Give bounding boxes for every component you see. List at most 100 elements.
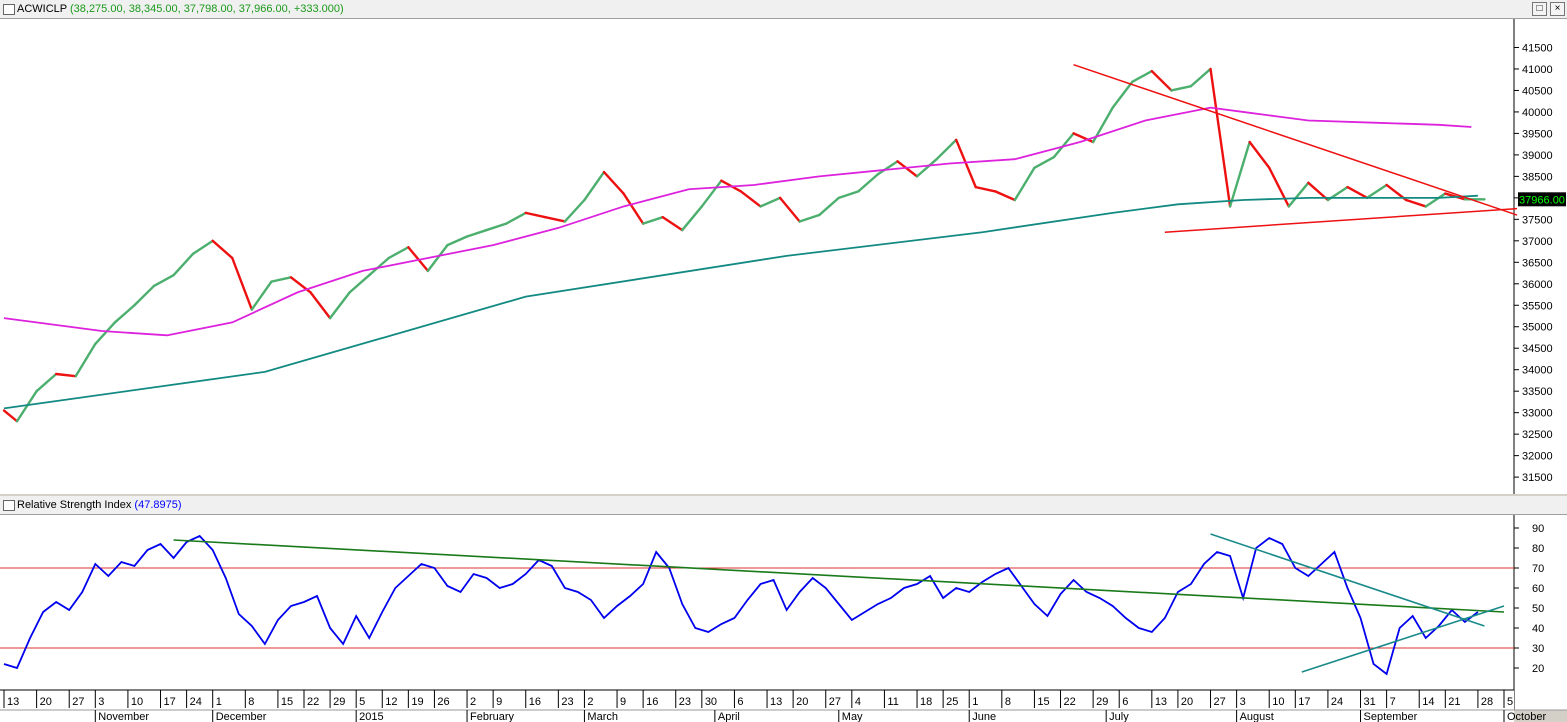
- rsi-y-tick-label: 90: [1532, 523, 1544, 535]
- x-month-label: July: [1109, 711, 1129, 722]
- trendline-down-line: [1073, 63, 1518, 216]
- x-month-label: October: [1507, 711, 1546, 722]
- price-segment-down: [524, 211, 547, 219]
- x-day-label: 6: [1122, 696, 1128, 708]
- x-day-label: 24: [1331, 696, 1343, 708]
- price-segment-up: [270, 276, 293, 283]
- x-day-label: 13: [7, 696, 19, 708]
- last-price-tag: [1518, 192, 1566, 207]
- rsi-pane-value: (47.8975): [134, 499, 182, 511]
- close-button[interactable]: ×: [1550, 2, 1565, 16]
- x-day-label: 23: [561, 696, 573, 708]
- price-segment-up: [485, 222, 508, 232]
- price-segment-up: [426, 243, 449, 273]
- x-day-label: 13: [1155, 696, 1167, 708]
- price-segment-down: [778, 196, 801, 223]
- price-segment-up: [563, 198, 586, 223]
- price-segment-down: [1072, 132, 1095, 144]
- price-segment-down: [231, 256, 254, 311]
- price-series-layer: [2, 63, 1518, 423]
- x-day-label: 10: [1272, 696, 1284, 708]
- price-y-tick-label: 39000: [1522, 150, 1553, 162]
- rsi-line: [3, 534, 1479, 676]
- price-segment-up: [74, 342, 97, 378]
- maximize-button[interactable]: □: [1532, 2, 1547, 16]
- price-y-tick-label: 34500: [1522, 343, 1553, 355]
- x-axis-ticks: 13 20 27 3 10 17 24 1 8 15 22 29 5 12 19 26 2 9 16 23 2 9 16 23…: [3, 690, 1546, 722]
- price-segment-up: [583, 170, 606, 202]
- x-month-label: May: [842, 711, 863, 722]
- x-day-label: 18: [920, 696, 932, 708]
- price-pane-values: (38,275.00, 38,345.00, 37,798.00, 37,966…: [69, 3, 344, 15]
- x-month-label: April: [718, 711, 740, 722]
- price-segment-down: [739, 190, 762, 208]
- price-plot-area: [0, 19, 1514, 494]
- price-y-tick-label: 37500: [1522, 214, 1553, 226]
- price-segment-down: [1346, 185, 1369, 200]
- x-day-label: 30: [705, 696, 717, 708]
- price-y-tick-label: 38500: [1522, 171, 1553, 183]
- price-segment-up: [1131, 69, 1154, 84]
- x-month-label: June: [972, 711, 996, 722]
- x-axis-area: [0, 690, 1514, 722]
- x-day-label: 23: [679, 696, 691, 708]
- x-day-label: 25: [946, 696, 958, 708]
- x-day-label: 20: [40, 696, 52, 708]
- x-day-label: 9: [620, 696, 626, 708]
- price-segment-up: [641, 215, 664, 225]
- price-segment-up: [94, 321, 117, 346]
- rsi-y-tick-label: 50: [1532, 603, 1544, 615]
- chart-window-icon: [3, 4, 15, 15]
- price-y-tick-label: 40500: [1522, 85, 1553, 97]
- x-day-label: 19: [411, 696, 423, 708]
- x-day-label: 12: [385, 696, 397, 708]
- x-day-label: 20: [1181, 696, 1193, 708]
- price-segment-up: [250, 280, 273, 311]
- rsi-pane-titlebar[interactable]: Relative Strength Index (47.8975): [0, 496, 1567, 515]
- rsi-y-tick-label: 30: [1532, 643, 1544, 655]
- price-segment-up: [172, 252, 195, 277]
- x-day-label: 17: [164, 696, 176, 708]
- price-y-tick-label: 37000: [1522, 236, 1553, 248]
- x-day-label: 22: [307, 696, 319, 708]
- price-segment-down: [54, 372, 77, 378]
- price-segment-up: [133, 284, 156, 307]
- price-segment-up: [1111, 80, 1134, 109]
- price-segment-down: [309, 291, 332, 320]
- x-day-label: 28: [1481, 696, 1493, 708]
- x-day-label: 16: [529, 696, 541, 708]
- price-segment-up: [113, 304, 136, 324]
- x-month-label: November: [98, 711, 149, 722]
- price-segment-up: [798, 213, 821, 223]
- rsi-series-layer: [0, 533, 1514, 676]
- price-y-tick-label: 33000: [1522, 408, 1553, 420]
- price-segment-up: [1052, 132, 1075, 159]
- x-month-label: August: [1240, 711, 1274, 722]
- price-pane-titlebar[interactable]: ACWICLP (38,275.00, 38,345.00, 37,798.00…: [0, 0, 1567, 19]
- price-segment-up: [700, 179, 723, 208]
- price-y-tick-label: 33500: [1522, 386, 1553, 398]
- x-day-label: 29: [333, 696, 345, 708]
- price-segment-up: [1013, 166, 1036, 202]
- x-day-label: 4: [855, 696, 861, 708]
- price-segment-up: [857, 173, 880, 193]
- x-day-label: 2: [470, 696, 476, 708]
- x-day-label: 2: [587, 696, 593, 708]
- x-day-label: 5: [1507, 696, 1513, 708]
- x-day-label: 29: [1096, 696, 1108, 708]
- x-day-label: 5: [359, 696, 365, 708]
- price-segment-up: [818, 196, 840, 217]
- x-day-label: 26: [437, 696, 449, 708]
- x-day-label: 8: [1005, 696, 1011, 708]
- rsi-plot-area: [0, 514, 1514, 710]
- x-day-label: 27: [1214, 696, 1226, 708]
- price-segment-down: [974, 185, 997, 193]
- price-segment-up: [1033, 155, 1056, 169]
- x-day-label: 24: [190, 696, 202, 708]
- x-month-label: 2015: [359, 711, 383, 722]
- rsi-y-tick-label: 60: [1532, 583, 1544, 595]
- price-segment-up: [191, 239, 214, 255]
- price-segment-up: [465, 228, 488, 238]
- price-segment-down: [211, 239, 234, 260]
- trend-teal-down-line: [1210, 533, 1485, 627]
